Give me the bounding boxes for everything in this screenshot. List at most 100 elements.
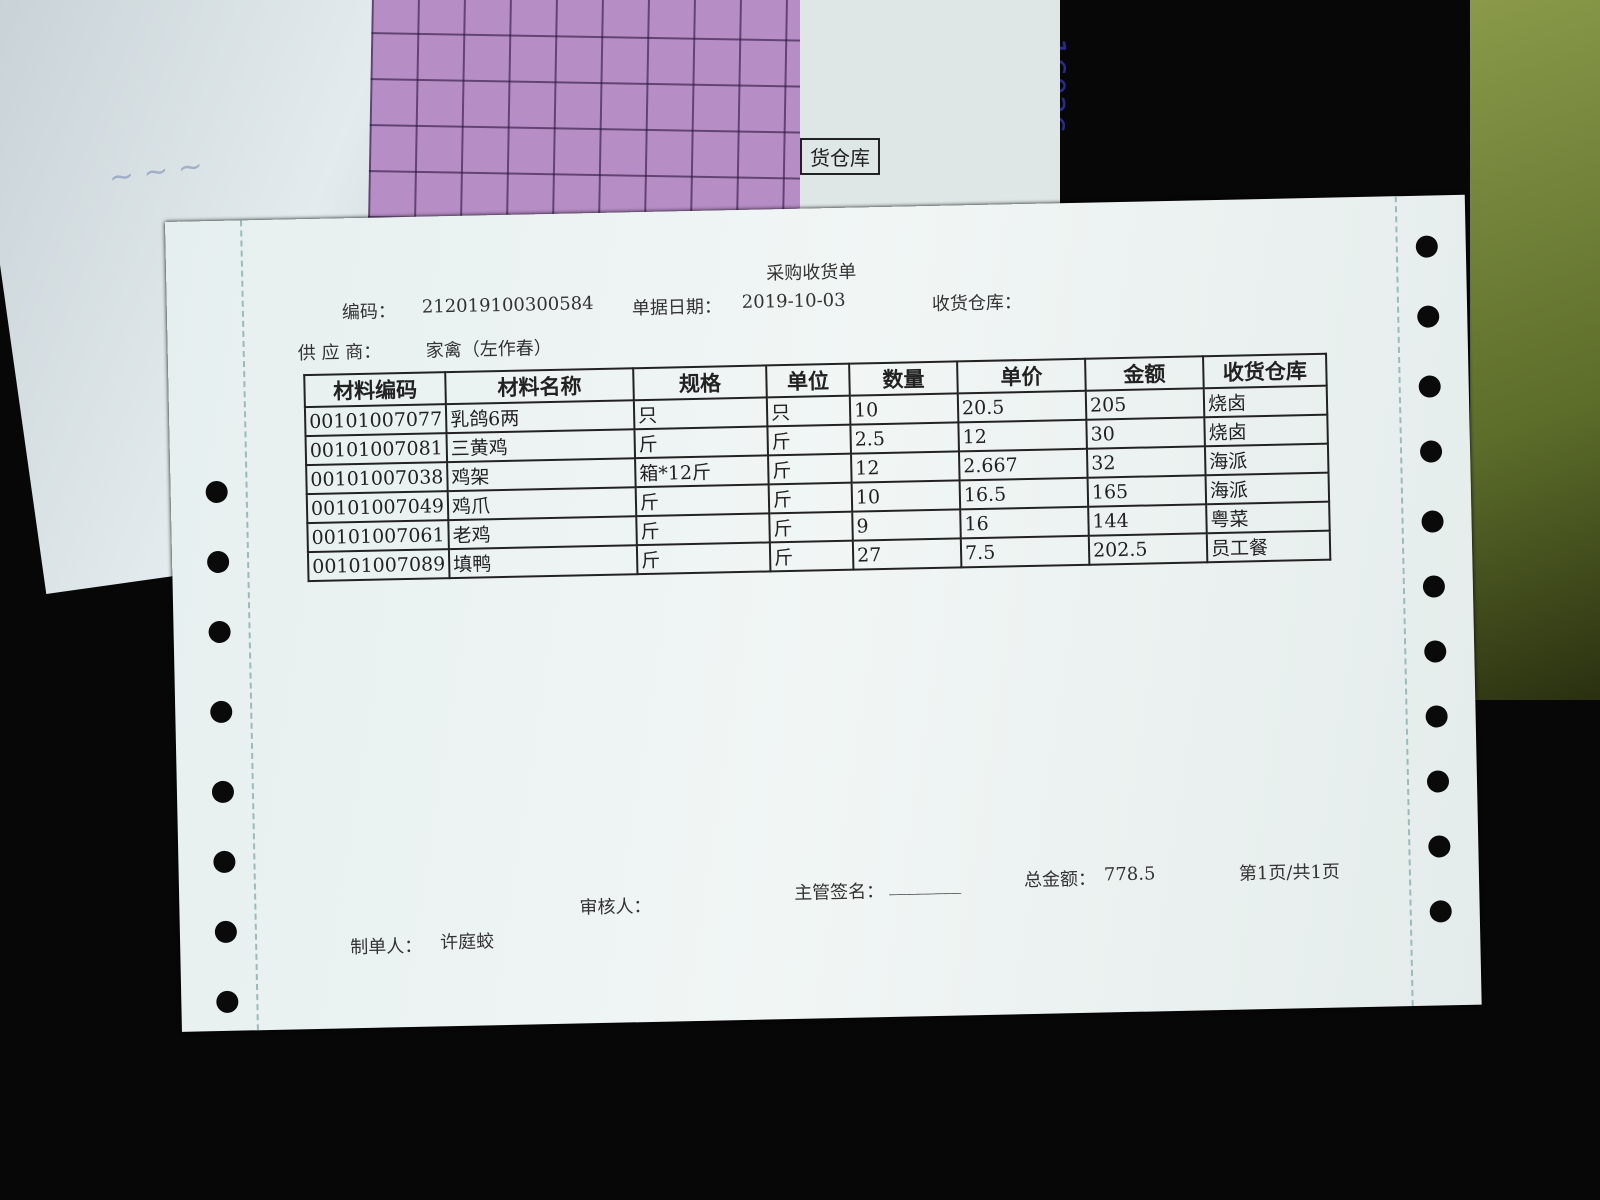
table-cell: 00101007038 — [306, 462, 448, 495]
table-cell: 粤菜 — [1206, 501, 1330, 534]
date-label: 单据日期： — [631, 296, 723, 320]
doc-number-label: 编码： — [341, 301, 397, 324]
manager-signature-label: 主管签名： — [793, 881, 885, 904]
tractor-hole — [1428, 835, 1451, 858]
table-cell: 144 — [1088, 504, 1207, 536]
table-cell: 乳鸽6两 — [445, 400, 635, 434]
tractor-hole — [208, 620, 231, 644]
table-cell: 斤 — [635, 484, 770, 517]
table-cell: 只 — [633, 397, 768, 430]
tractor-hole — [213, 850, 236, 874]
table-cell: 7.5 — [960, 535, 1090, 568]
column-header: 收货仓库 — [1203, 353, 1327, 389]
maker-name: 许庭蛟 — [439, 931, 495, 954]
table-cell: 00101007081 — [305, 433, 448, 466]
tractor-hole — [214, 920, 238, 944]
column-header: 规格 — [633, 365, 767, 401]
table-cell: 斤 — [769, 511, 853, 543]
table-cell: 斤 — [768, 482, 853, 514]
table-cell: 海派 — [1204, 443, 1329, 476]
document-title: 采购收货单 — [765, 261, 857, 285]
column-header: 材料编码 — [304, 372, 446, 408]
table-cell: 2.667 — [958, 448, 1088, 481]
table-cell: 00101007049 — [306, 491, 449, 524]
table-cell: 00101007089 — [307, 549, 450, 582]
table-cell: 2.5 — [850, 422, 959, 454]
tractor-hole — [205, 480, 228, 504]
column-header: 单位 — [766, 363, 850, 398]
purchase-receipt-sheet: 采购收货单 编码： 212019100300584 单据日期： 2019-10-… — [165, 194, 1482, 1032]
table-cell: 00101007077 — [304, 404, 447, 437]
tractor-hole — [1426, 770, 1450, 793]
table-cell: 烧卤 — [1204, 414, 1328, 447]
column-header: 数量 — [849, 361, 958, 396]
page-indicator: 第1页/共1页 — [1238, 861, 1341, 885]
table-cell: 10 — [849, 393, 959, 425]
supplier-label: 供 应 商： — [297, 341, 382, 365]
table-cell: 9 — [852, 509, 961, 541]
reviewer-label: 审核人： — [579, 895, 652, 919]
table-cell: 斤 — [636, 542, 771, 575]
table-cell: 12 — [958, 419, 1087, 452]
table-cell: 填鸭 — [448, 545, 638, 579]
table-cell: 斤 — [769, 540, 854, 572]
table-cell: 斤 — [634, 426, 769, 459]
table-cell: 员工餐 — [1206, 530, 1331, 563]
table-cell: 只 — [766, 395, 851, 427]
handwriting-scribble: ~ ~ ~ — [106, 148, 206, 197]
column-header: 材料名称 — [445, 368, 634, 405]
table-cell: 三黄鸡 — [446, 429, 636, 463]
tractor-hole — [206, 550, 230, 574]
tractor-hole — [210, 700, 233, 724]
table-cell: 202.5 — [1088, 533, 1208, 565]
perforation-line-right — [1394, 196, 1414, 1007]
table-cell: 海派 — [1205, 472, 1330, 505]
tractor-hole — [1415, 235, 1439, 258]
table-cell: 老鸡 — [448, 516, 637, 550]
tractor-hole — [1429, 900, 1452, 923]
column-header: 单价 — [957, 358, 1086, 394]
table-cell: 10 — [851, 480, 961, 512]
table-cell: 箱*12斤 — [635, 455, 769, 488]
table-cell: 32 — [1086, 446, 1206, 478]
table-cell: 12 — [850, 451, 960, 483]
doc-number: 212019100300584 — [421, 293, 594, 318]
tractor-hole — [1424, 640, 1447, 663]
tractor-hole — [1422, 575, 1446, 598]
items-table: 材料编码 材料名称 规格 单位 数量 单价 金额 收货仓库 0010100707… — [303, 353, 1331, 582]
tractor-hole — [1417, 305, 1440, 328]
table-cell: 鸡爪 — [447, 487, 637, 521]
table-cell: 30 — [1086, 417, 1205, 449]
green-fabric-background — [1470, 0, 1600, 700]
tractor-hole — [211, 780, 235, 804]
supplier-name: 家禽（左作春） — [425, 337, 552, 362]
doc-date: 2019-10-03 — [741, 289, 846, 313]
tractor-hole — [1425, 705, 1448, 728]
table-cell: 165 — [1087, 475, 1207, 507]
tractor-hole — [216, 990, 239, 1014]
background-white-form: 货仓库 — [800, 0, 1060, 225]
table-cell: 16 — [960, 506, 1089, 539]
perforation-line-left — [239, 220, 259, 1031]
tractor-hole — [1419, 440, 1443, 463]
column-header: 金额 — [1085, 356, 1204, 391]
table-cell: 27 — [852, 538, 962, 570]
table-cell: 鸡架 — [447, 458, 636, 492]
table-cell: 斤 — [768, 453, 852, 485]
table-cell: 斤 — [767, 424, 851, 456]
total-label: 总金额： — [1023, 868, 1097, 892]
warehouse-label: 收货仓库： — [931, 292, 1023, 315]
table-cell: 烧卤 — [1203, 385, 1328, 418]
background-warehouse-label: 货仓库 — [800, 138, 880, 175]
table-cell: 斤 — [636, 513, 770, 546]
table-cell: 20.5 — [957, 390, 1087, 423]
table-cell: 16.5 — [959, 477, 1089, 510]
background-purple-form: 16026 — [367, 0, 1071, 234]
table-cell: 00101007061 — [307, 520, 449, 553]
manager-signature-blank: ________ — [888, 873, 962, 896]
maker-label: 制单人： — [350, 935, 423, 959]
total-amount: 778.5 — [1103, 863, 1156, 886]
table-cell: 205 — [1085, 388, 1205, 420]
tractor-hole — [1418, 375, 1441, 398]
tractor-hole — [1421, 510, 1444, 533]
